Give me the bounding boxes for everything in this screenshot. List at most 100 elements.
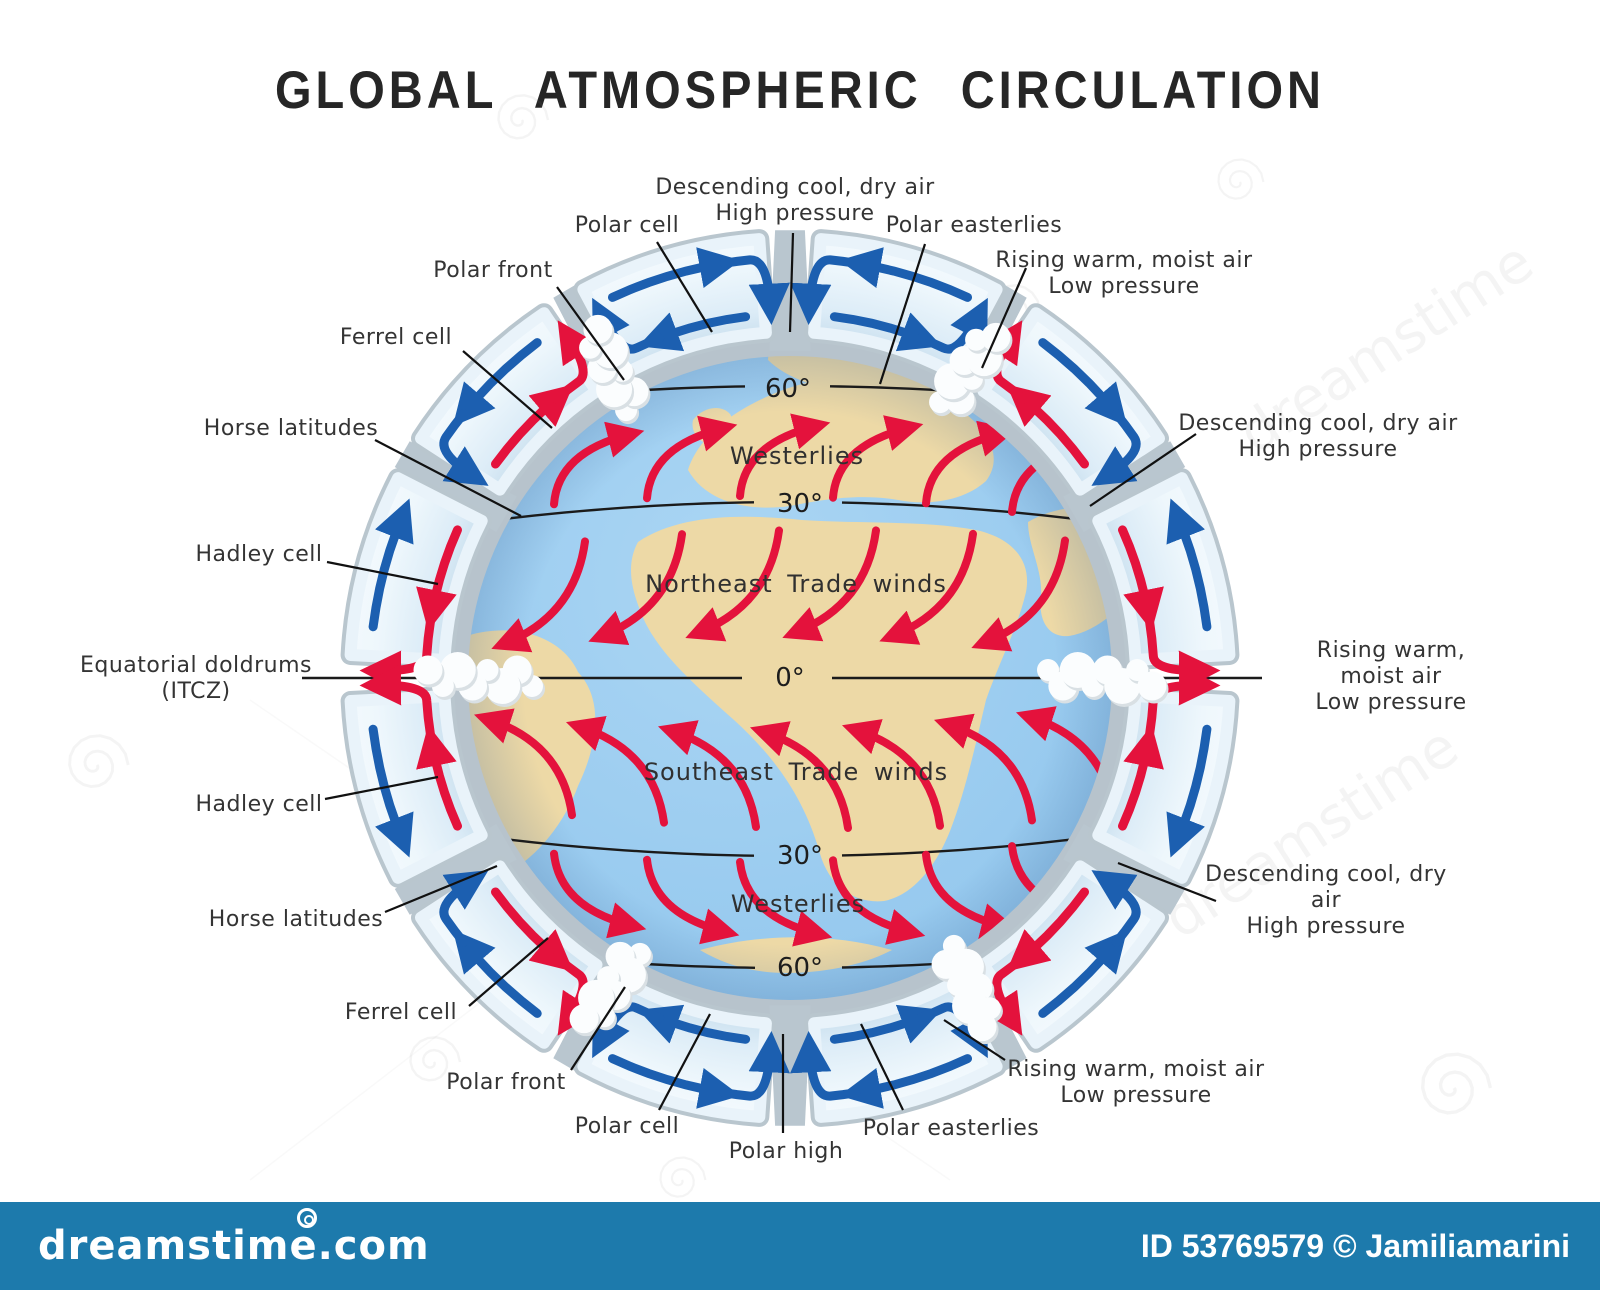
annotation-descending-right-30s: Descending cool, dry air High pressure: [1205, 862, 1447, 939]
cloud: [931, 934, 1003, 1045]
ring-gap-wedge: [394, 823, 517, 915]
wind-arrow: [736, 857, 833, 947]
watermark-spiral-icon: [409, 1036, 462, 1082]
latitude-line: [841, 835, 1093, 857]
wind-arrow: [657, 720, 760, 831]
annotation-polar-easterlies-north: Polar easterlies: [885, 213, 1063, 239]
annotation-horse-latitudes-north: Horse latitudes: [203, 416, 379, 442]
annotation-equatorial-doldrums: Equatorial doldrums (ITCZ): [79, 653, 313, 704]
circulation-arrow: [829, 1004, 942, 1044]
latitude-line: [483, 835, 755, 857]
ferrel-cell-south-right: [977, 860, 1165, 1049]
circulation-arrow: [790, 1030, 861, 1101]
watermark-spiral-icon: [497, 94, 550, 140]
wind-arrow: [550, 849, 647, 939]
circulation-arrow: [416, 724, 462, 831]
circulation-arrow: [1166, 498, 1212, 632]
circulation-arrow: [491, 887, 574, 972]
circulation-arrow: [1118, 724, 1164, 831]
watermark-spiral-icon: [1217, 158, 1265, 200]
circulation-arrow: [1091, 409, 1141, 486]
circulation-arrow: [416, 525, 462, 632]
leader-line-polar-easterlies-south: [860, 1023, 904, 1111]
annotation-hadley-cell-south: Hadley cell: [195, 792, 323, 818]
circulation-arrow: [829, 312, 942, 352]
ring-gap-wedge: [394, 441, 517, 533]
leader-line-horse-latitudes-north: [374, 439, 522, 517]
wind-arrow: [971, 536, 1069, 652]
wind-arrow: [491, 537, 589, 653]
wind-arrow: [588, 530, 686, 646]
annotation-hadley-cell-north: Hadley cell: [195, 542, 323, 568]
leader-line-descending-north: [788, 232, 795, 333]
annotation-descending-right-30n: Descending cool, dry air High pressure: [1178, 411, 1458, 462]
wind-arrow: [841, 719, 944, 830]
wind-arrow: [565, 715, 668, 827]
circulation-arrow: [1038, 929, 1128, 1018]
circulation-arrow: [1006, 887, 1089, 972]
leader-line-descending-right-30n: [1089, 433, 1197, 507]
wind-arrow: [736, 413, 831, 501]
latitude-line: [841, 501, 1093, 523]
dreamstime-spiral-icon: [297, 1208, 317, 1228]
circulation-arrow: [1006, 384, 1089, 469]
leader-line-polar-front-south: [570, 986, 626, 1071]
latitude-line: [483, 501, 755, 523]
latitude-label-0: 60°: [764, 374, 812, 404]
annotation-ferrel-cell-south: Ferrel cell: [344, 1000, 458, 1026]
leader-line-polar-cell-south: [658, 1013, 711, 1111]
wind-arrow: [782, 526, 880, 642]
wind-label-3: Westerlies: [730, 890, 866, 918]
wind-arrow: [933, 713, 1036, 825]
circulation-arrow: [790, 255, 861, 326]
circulation-arrow: [608, 1054, 741, 1109]
annotation-polar-front-north: Polar front: [433, 258, 553, 284]
leader-line-ferrel-cell-north: [462, 350, 553, 429]
leader-line-descending-right-30s: [1117, 861, 1217, 903]
circulation-arrow: [719, 255, 790, 326]
leader-line-rising-south-right: [943, 1019, 1006, 1061]
annotation-horse-latitudes-south: Horse latitudes: [208, 907, 384, 933]
annotation-polar-easterlies-south: Polar easterlies: [862, 1116, 1040, 1142]
globe-shading: [465, 353, 1115, 1003]
annotation-polar-cell-north: Polar cell: [574, 213, 680, 239]
leader-line-hadley-cell-south: [324, 775, 439, 801]
circulation-arrow: [638, 1004, 751, 1044]
annotation-polar-cell-south: Polar cell: [574, 1114, 680, 1140]
annotation-polar-front-south: Polar front: [446, 1070, 566, 1096]
cloud: [1037, 652, 1169, 707]
circulation-arrow: [839, 247, 972, 302]
circulation-arrow: [1091, 870, 1141, 947]
circulation-arrow: [359, 664, 435, 740]
circulation-arrow: [1118, 525, 1164, 632]
latitude-label-1: 30°: [776, 489, 824, 519]
annotation-polar-high: Polar high: [728, 1139, 844, 1165]
leader-line-horse-latitudes-south: [384, 864, 498, 914]
wind-arrow: [685, 526, 783, 642]
leader-line-polar-cell-north: [656, 241, 713, 333]
latitude-label-2: 0°: [775, 663, 805, 693]
watermark-site-logo: dreamstime.com: [38, 1223, 430, 1269]
wind-arrow: [643, 415, 738, 503]
annotation-rising-south-right: Rising warm, moist air Low pressure: [1007, 1057, 1265, 1108]
wind-arrow: [829, 856, 926, 945]
circulation-arrow: [915, 297, 988, 354]
watermark-spiral-icon: [1421, 1052, 1493, 1115]
circulation-arrow: [551, 320, 598, 404]
leader-line-hadley-cell-north: [326, 560, 439, 586]
leader-line-polar-front-north: [556, 286, 625, 381]
clouds: [413, 314, 1169, 1045]
wind-label-1: Northeast Trade winds: [645, 570, 947, 598]
leader-line-ferrel-cell-south: [468, 937, 549, 1007]
leader-line-rising-north-right: [980, 267, 1028, 369]
wind-arrow: [829, 415, 924, 502]
ring-gap-wedge: [1063, 823, 1186, 915]
wind-arrow: [879, 529, 977, 645]
circulation-arrow: [1038, 338, 1128, 427]
annotation-descending-north: Descending cool, dry air High pressure: [655, 175, 935, 226]
circulation-arrow: [439, 409, 489, 486]
wind-arrow: [643, 855, 740, 945]
circulation-arrow: [608, 247, 741, 302]
